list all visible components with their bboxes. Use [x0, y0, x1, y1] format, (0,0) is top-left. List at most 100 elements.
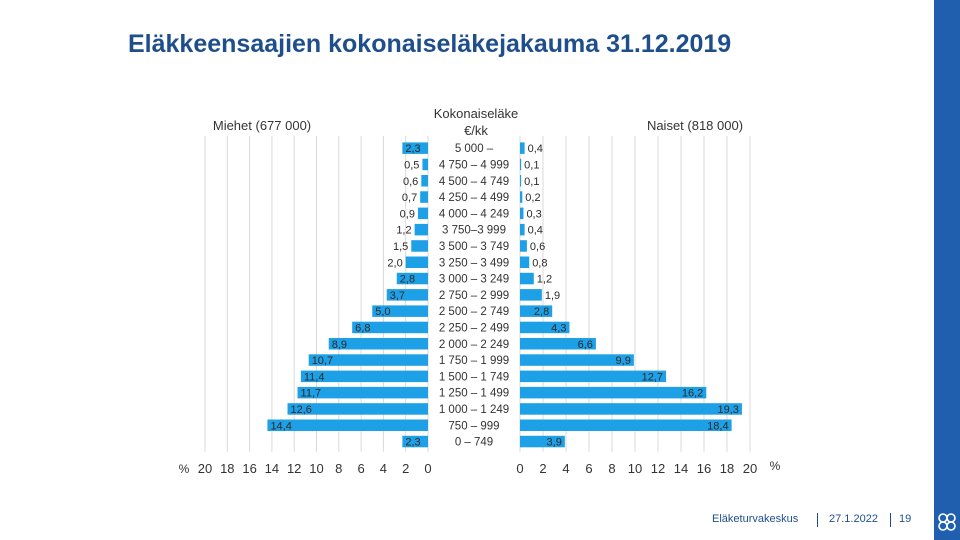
data-label-women: 6,6: [578, 339, 593, 351]
x-tick-label-right: 18: [720, 461, 734, 476]
bar-men: [300, 370, 428, 383]
bar-men: [396, 272, 428, 285]
category-label: 4 250 – 4 499: [439, 192, 509, 204]
category-label: 2 000 – 2 249: [439, 339, 509, 351]
data-label-women: 0,2: [525, 192, 540, 204]
data-label-men: 6,8: [355, 322, 370, 334]
data-label-women: 0,8: [532, 257, 547, 269]
footer-separator: [890, 513, 891, 527]
category-label: 1 500 – 1 749: [439, 371, 509, 383]
x-tick-label-left: 18: [220, 461, 234, 476]
data-label-women: 16,2: [682, 388, 703, 400]
category-label: 750 – 999: [448, 420, 499, 432]
category-label: 1 250 – 1 499: [439, 388, 509, 400]
bar-men: [402, 142, 428, 154]
category-label: 2 250 – 2 499: [439, 322, 509, 334]
x-tick-label-right: 0: [516, 461, 523, 476]
x-tick-label-left: 4: [380, 461, 387, 476]
data-label-men: 8,9: [332, 339, 347, 351]
category-label: 2 500 – 2 749: [439, 306, 509, 318]
data-label-men: 0,9: [400, 208, 415, 220]
bar-women: [520, 207, 524, 220]
data-label-women: 9,9: [616, 355, 631, 367]
category-label: 4 000 – 4 249: [439, 208, 509, 220]
bar-women: [520, 338, 596, 350]
category-label: 3 250 – 3 499: [439, 257, 509, 269]
data-label-women: 18,4: [707, 420, 728, 432]
x-tick-label-right: 2: [539, 461, 546, 476]
data-label-men: 14,4: [270, 420, 291, 432]
bar-women: [520, 354, 634, 366]
bar-men: [386, 289, 428, 301]
page-title: Eläkkeensaajien kokonaiseläkejakauma 31.…: [128, 30, 732, 58]
bar-women: [520, 142, 525, 154]
data-label-men: 2,3: [405, 143, 420, 155]
data-label-women: 0,1: [524, 176, 539, 188]
bar-women: [520, 289, 542, 301]
category-label: 3 750–3 999: [442, 225, 506, 237]
data-label-men: 3,7: [390, 290, 405, 302]
data-label-women: 1,9: [545, 290, 560, 302]
bar-women: [520, 403, 742, 415]
data-label-women: 19,3: [718, 404, 739, 416]
data-label-men: 0,6: [403, 176, 418, 188]
x-tick-label-right: 14: [674, 461, 688, 476]
bar-men: [420, 191, 428, 203]
x-tick-label-right: 12: [651, 461, 665, 476]
x-unit-label-left: %: [179, 462, 190, 476]
footer-organization: Eläketurvakeskus: [712, 513, 799, 525]
bar-women: [520, 370, 667, 383]
bar-men: [328, 338, 428, 350]
category-label: 1 000 – 1 249: [439, 404, 509, 416]
x-unit-label-right: %: [770, 459, 781, 473]
data-label-men: 1,5: [393, 241, 408, 253]
x-tick-label-left: 10: [309, 461, 323, 476]
center-axis-unit: €/kk: [464, 123, 488, 138]
data-label-women: 1,2: [537, 274, 552, 286]
category-label: 4 500 – 4 749: [439, 176, 509, 188]
bar-women: [520, 175, 522, 187]
data-label-women: 0,6: [530, 241, 545, 253]
bar-men: [352, 321, 428, 334]
bar-women: [520, 240, 527, 252]
data-label-men: 2,8: [400, 274, 415, 286]
side-accent-strip: [934, 0, 960, 540]
bar-women: [520, 321, 570, 334]
category-label: 3 500 – 3 749: [439, 241, 509, 253]
x-tick-label-left: 0: [424, 461, 431, 476]
x-tick-label-right: 16: [697, 461, 711, 476]
bar-women: [520, 435, 565, 448]
x-tick-label-left: 6: [357, 461, 364, 476]
data-label-men: 2,3: [405, 437, 420, 449]
x-tick-label-left: 8: [335, 461, 342, 476]
data-label-women: 4,3: [551, 322, 566, 334]
data-label-women: 0,4: [528, 225, 543, 237]
population-pyramid-chart: Miehet (677 000) Naiset (818 000) Kokonais…: [179, 106, 781, 476]
footer-date: 27.1.2022: [829, 513, 878, 525]
bar-men: [411, 240, 428, 252]
category-label: 5 000 –: [455, 143, 494, 155]
data-label-men: 12,6: [291, 404, 312, 416]
bar-women: [520, 305, 553, 317]
x-tick-label-left: 16: [242, 461, 256, 476]
x-tick-label-right: 4: [562, 461, 569, 476]
legend-right-series: Naiset (818 000): [647, 118, 743, 133]
category-label: 3 000 – 3 249: [439, 274, 509, 286]
data-label-men: 2,0: [387, 257, 402, 269]
data-label-women: 3,9: [547, 437, 562, 449]
x-tick-label-right: 6: [585, 461, 592, 476]
data-label-men: 10,7: [312, 355, 333, 367]
category-label: 2 750 – 2 999: [439, 290, 509, 302]
bar-men: [417, 207, 428, 220]
data-label-women: 0,1: [524, 159, 539, 171]
bar-men: [297, 386, 428, 399]
center-axis-title: Kokonaiseläke: [434, 106, 519, 121]
bar-men: [422, 158, 428, 171]
bar-women: [520, 272, 534, 285]
bar-men: [287, 403, 428, 415]
x-tick-label-left: 14: [265, 461, 279, 476]
bar-women: [520, 158, 522, 171]
bar-women: [520, 386, 707, 399]
x-tick-label-left: 2: [402, 461, 409, 476]
bar-men: [421, 175, 428, 187]
